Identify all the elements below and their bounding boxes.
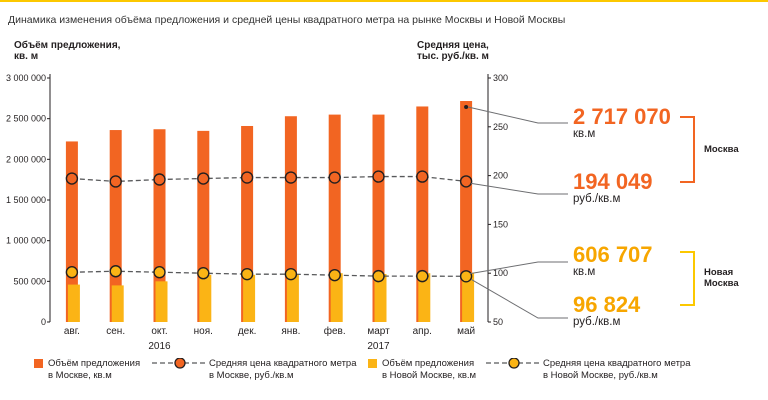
bar-new-moscow-volume — [374, 274, 387, 322]
x-tick-label: сен. — [106, 326, 125, 337]
marker-last-moscow-volume — [464, 105, 469, 110]
new-moscow-price-marker — [65, 266, 79, 279]
new-moscow-price-marker — [284, 267, 298, 281]
x-tick-label: май — [457, 326, 475, 337]
bar-new-moscow-volume — [286, 274, 299, 322]
y-right-tick-label: 200 — [493, 171, 508, 181]
y-axis-right-title: Средняя цена, тыс. руб./кв. м — [417, 40, 489, 62]
x-tick-label: дек. — [238, 326, 257, 337]
bar-new-moscow-volume — [462, 272, 475, 322]
callout-new-volume: 606 707 — [573, 242, 653, 267]
legend-swatch-yellow-bar — [368, 359, 377, 368]
new-moscow-price-marker — [328, 268, 341, 282]
legend-label: Объём предложения в Новой Москве, кв.м — [382, 358, 477, 381]
new-moscow-price-marker — [109, 265, 122, 278]
new-moscow-price-marker — [153, 266, 166, 279]
moscow-price-marker — [65, 172, 79, 185]
leader-moscow-volume — [467, 106, 568, 124]
bar-moscow-volume — [460, 101, 473, 322]
y-right-tick-label: 150 — [493, 219, 508, 229]
moscow-price-marker — [328, 171, 341, 184]
new-moscow-price-line — [71, 270, 467, 277]
bar-new-moscow-volume — [330, 273, 343, 322]
leader-moscow-price — [471, 182, 568, 195]
bar-new-moscow-volume — [199, 274, 212, 322]
bar-new-moscow-volume — [155, 281, 168, 322]
bar-new-moscow-volume — [111, 285, 124, 322]
year-label-2016: 2016 — [148, 341, 171, 352]
y-left-tick-label: 1 000 000 — [6, 236, 46, 246]
leader-new-price — [470, 278, 568, 319]
year-label-2017: 2017 — [367, 341, 390, 352]
moscow-price-marker — [284, 171, 298, 184]
moscow-price-marker — [372, 170, 385, 183]
moscow-price-marker — [153, 173, 166, 186]
leader-new-volume — [470, 261, 568, 275]
city-label-moscow: Москва — [704, 144, 739, 155]
moscow-price-marker — [459, 175, 473, 188]
bracket-moscow — [680, 116, 695, 183]
city-label-new-moscow: Новая Москва — [704, 267, 739, 289]
new-moscow-price-marker — [372, 269, 385, 283]
new-moscow-price-marker — [240, 267, 254, 281]
moscow-price-marker — [109, 175, 122, 188]
legend-item-moscow-price: Средняя цена квадратного метра в Москве,… — [150, 358, 356, 388]
callout-new-volume-unit: кв.м — [573, 266, 596, 278]
y-left-tick-label: 3 000 000 — [6, 73, 46, 83]
chart-title: Динамика изменения объёма предложения и … — [8, 14, 566, 26]
new-moscow-price-marker — [459, 270, 473, 283]
y-right-tick-label: 100 — [493, 268, 508, 278]
y-left-tick-label: 2 000 000 — [6, 154, 46, 164]
callout-moscow-volume-unit: кв.м — [573, 128, 596, 140]
callout-new-price-unit: руб./кв.м — [573, 316, 621, 328]
bar-new-moscow-volume — [67, 284, 80, 322]
x-tick-label: авг. — [64, 326, 80, 337]
bar-new-moscow-volume — [243, 274, 256, 322]
top-accent-line — [0, 0, 768, 2]
bar-moscow-volume — [372, 114, 385, 322]
legend-swatch-orange-bar — [34, 359, 43, 368]
legend-item-new-volume: Объём предложения в Новой Москве, кв.м — [368, 358, 488, 388]
legend-item-new-price: Средняя цена квадратного метра в Новой М… — [484, 358, 764, 388]
callout-new-price: 96 824 — [573, 292, 641, 317]
y-left-tick-label: 1 500 000 — [6, 195, 46, 205]
legend-item-moscow-volume: Объём предложения в Москве, кв.м — [34, 358, 154, 388]
y-right-tick-label: 50 — [493, 317, 503, 327]
x-tick-label: апр. — [413, 326, 432, 337]
y-left-tick-label: 2 500 000 — [6, 114, 46, 124]
x-tick-label: март — [367, 326, 390, 337]
bar-moscow-volume — [416, 106, 429, 322]
y-left-tick-label: 500 000 — [13, 276, 46, 286]
legend-label: Объём предложения в Москве, кв.м — [48, 358, 141, 381]
new-moscow-price-marker — [197, 267, 210, 280]
x-tick-label: янв. — [281, 326, 300, 337]
y-left-tick-label: 0 — [41, 317, 46, 327]
x-tick-label: ноя. — [194, 326, 213, 337]
y-axis-left-title: Объём предложения, кв. м — [14, 40, 121, 62]
legend-label: Средняя цена квадратного метра в Новой М… — [543, 358, 691, 381]
callout-moscow-price-unit: руб./кв.м — [573, 193, 621, 205]
moscow-price-marker — [240, 171, 254, 184]
callout-moscow-volume: 2 717 070 — [573, 104, 671, 129]
y-right-tick-label: 250 — [493, 122, 508, 132]
callout-moscow-price: 194 049 — [573, 169, 653, 194]
x-tick-label: фев. — [324, 325, 346, 337]
moscow-price-marker — [197, 172, 210, 185]
legend-swatch-orange-line — [152, 358, 208, 369]
x-tick-label: окт. — [151, 326, 167, 337]
legend-label: Средняя цена квадратного метра в Москве,… — [209, 358, 357, 381]
bar-new-moscow-volume — [418, 273, 431, 322]
moscow-price-marker — [416, 170, 429, 183]
moscow-price-line — [71, 175, 467, 183]
y-right-tick-label: 300 — [493, 73, 508, 83]
bracket-new-moscow — [680, 251, 695, 306]
legend-swatch-yellow-line — [486, 358, 542, 369]
new-moscow-price-marker — [416, 269, 429, 283]
